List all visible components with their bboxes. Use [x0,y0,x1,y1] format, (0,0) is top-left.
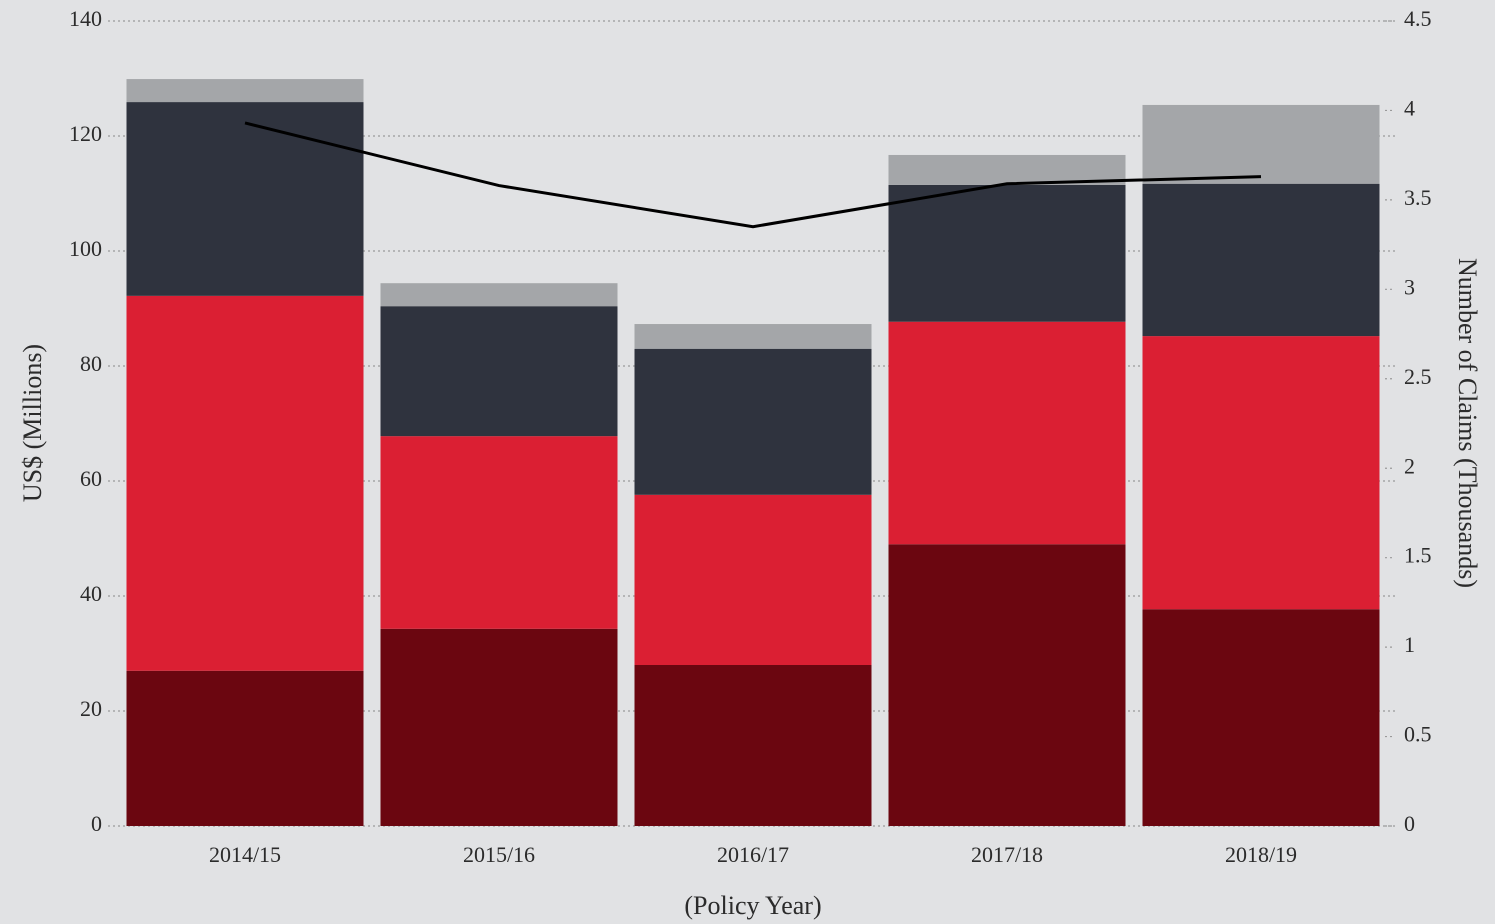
bar-segment [888,544,1126,826]
x-tick-label: 2017/18 [971,842,1043,867]
y2-tick-label: 3.5 [1404,185,1432,210]
bar-segment [888,184,1126,322]
y2-axis-title: Number of Claims (Thousands) [1453,258,1482,588]
bar-segment [380,436,618,629]
y-tick-label: 120 [69,121,102,146]
y-tick-label: 40 [80,581,102,606]
y-tick-label: 100 [69,236,102,261]
bar-segment [380,306,618,437]
bar-segment [1142,609,1380,826]
bar-segment [634,324,872,349]
bar-segment [634,348,872,495]
y2-tick-label: 1.5 [1404,543,1432,568]
y2-tick-label: 2 [1404,453,1415,478]
bar-segment [1142,336,1380,610]
y-tick-label: 60 [80,466,102,491]
x-tick-label: 2018/19 [1225,842,1297,867]
y2-tick-label: 0 [1404,811,1415,836]
bar-segment [126,670,364,826]
y2-tick-label: 3 [1404,274,1415,299]
y-axis-title: US$ (Millions) [18,344,47,502]
bar-segment [888,154,1126,185]
bar-segment [888,321,1126,545]
bar-segment [1142,104,1380,184]
y2-tick-label: 2.5 [1404,364,1432,389]
y2-tick-label: 4.5 [1404,6,1432,31]
y-tick-label: 80 [80,351,102,376]
x-tick-label: 2015/16 [463,842,535,867]
bar-segment [380,628,618,826]
bar-segment [126,102,364,296]
bar-segment [1142,183,1380,337]
line [244,121,1262,229]
y-tick-label: 20 [80,696,102,721]
y2-tick-label: 4 [1404,95,1415,120]
y2-tick-label: 0.5 [1404,722,1432,747]
y-tick-label: 0 [91,811,102,836]
bar-segment [380,283,618,307]
x-axis-title: (Policy Year) [684,891,821,920]
y-tick-label: 140 [69,6,102,31]
y2-tick-label: 1 [1404,632,1415,657]
bar-segment [634,665,872,826]
x-tick-label: 2014/15 [209,842,281,867]
bar-segment [634,494,872,665]
bar-segment [126,295,364,671]
x-tick-label: 2016/17 [717,842,789,867]
bar-segment [126,79,364,103]
